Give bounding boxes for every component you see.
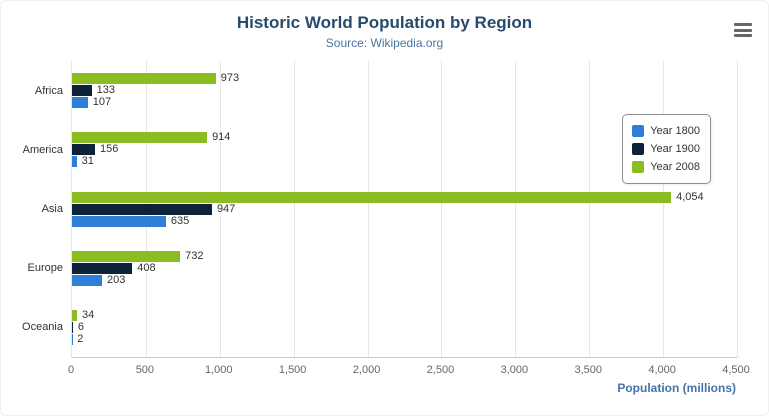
tick-label: 3,000 [500,364,529,376]
tick-label: 2,000 [352,364,381,376]
bar-asia-year-1800[interactable] [72,215,166,227]
x-axis-title: Population (millions) [617,381,736,395]
data-label: 2 [77,332,84,345]
bar-oceania-year-1900[interactable] [72,321,73,333]
tick-label: 4,000 [648,364,676,376]
bar-america-year-1900[interactable] [72,144,96,156]
plot-area: 973 133 107 914 156 31 4,054 947 635 732 408 203 34 6… [71,61,738,358]
bar-row: 34 [72,308,737,321]
bar-row: 973 [72,72,737,85]
data-label: 4,054 [676,190,704,203]
gridline [219,61,221,357]
chart-subtitle: Source: Wikipedia.org [325,36,444,50]
data-label: 34 [82,308,95,321]
bar-america-year-1800[interactable] [72,156,77,168]
tick-label: 1,000 [205,364,233,376]
data-label: 947 [216,202,236,215]
legend-label: Year 2008 [650,161,700,173]
legend-label: Year 1800 [650,125,700,137]
bar-row: 635 [72,214,737,227]
bar-row: 31 [72,155,737,168]
bar-oceania-year-1800[interactable] [72,333,73,345]
category-label-asia: Asia [41,203,63,215]
tick-label: 3,500 [574,364,602,376]
bar-europe-year-1800[interactable] [72,274,102,286]
legend-item-year-1800[interactable]: Year 1800 [632,122,700,140]
export-menu-icon[interactable] [734,23,752,37]
chart-title: Historic World Population by Region [236,13,533,32]
legend-symbol-year-1800 [632,125,645,137]
data-label: 635 [170,214,190,227]
gridline [589,61,591,357]
data-label: 203 [106,273,126,286]
data-label: 6 [77,320,84,333]
bar-africa-year-2008[interactable] [72,73,216,85]
gridline [663,61,665,357]
bar-row: 156 [72,143,737,156]
data-label: 107 [92,96,112,109]
legend-item-year-1900[interactable]: Year 1900 [632,140,700,158]
bar-row: 4,054 [72,190,737,203]
bar-row: 107 [72,96,737,109]
gridline [367,61,369,357]
gridline [515,61,517,357]
tick-label: 4,500 [722,364,750,376]
bar-row: 914 [72,131,737,144]
bar-row: 408 [72,261,737,274]
tick-label: 1,500 [278,364,307,376]
gridline [737,61,738,357]
bar-row: 947 [72,202,737,215]
bar-africa-year-1900[interactable] [72,85,92,97]
data-label: 973 [220,72,240,85]
data-label: 156 [100,143,119,156]
data-label: 31 [81,155,94,168]
bar-asia-year-2008[interactable] [72,191,672,203]
legend-symbol-year-2008 [632,161,645,173]
bar-row: 6 [72,320,737,333]
gridline [441,61,443,357]
bar-row: 732 [72,249,737,262]
tick-label: 500 [135,364,155,376]
bar-row: 203 [72,273,737,286]
category-label-america: America [22,143,63,156]
bar-row: 2 [72,332,737,345]
data-label: 732 [185,249,204,262]
tick-label: 0 [67,364,75,376]
legend: Year 1800 Year 1900 Year 2008 [622,114,711,184]
legend-symbol-year-1900 [632,143,645,155]
category-label-europe: Europe [27,262,63,275]
bar-africa-year-1800[interactable] [72,97,88,109]
category-label-africa: Africa [34,84,63,97]
gridline [293,61,295,357]
bar-row: 133 [72,84,737,97]
legend-item-year-2008[interactable]: Year 2008 [632,158,700,176]
legend-label: Year 1900 [650,143,700,155]
tick-label: 2,500 [426,364,455,376]
bar-europe-year-1900[interactable] [72,262,133,274]
bar-oceania-year-2008[interactable] [72,309,78,321]
bar-europe-year-2008[interactable] [72,250,181,262]
category-label-oceania: Oceania [22,321,63,334]
data-label: 914 [212,131,231,144]
data-label: 133 [96,84,115,97]
bar-america-year-2008[interactable] [72,132,208,144]
data-label: 408 [137,261,156,274]
bar-asia-year-1900[interactable] [72,203,212,215]
